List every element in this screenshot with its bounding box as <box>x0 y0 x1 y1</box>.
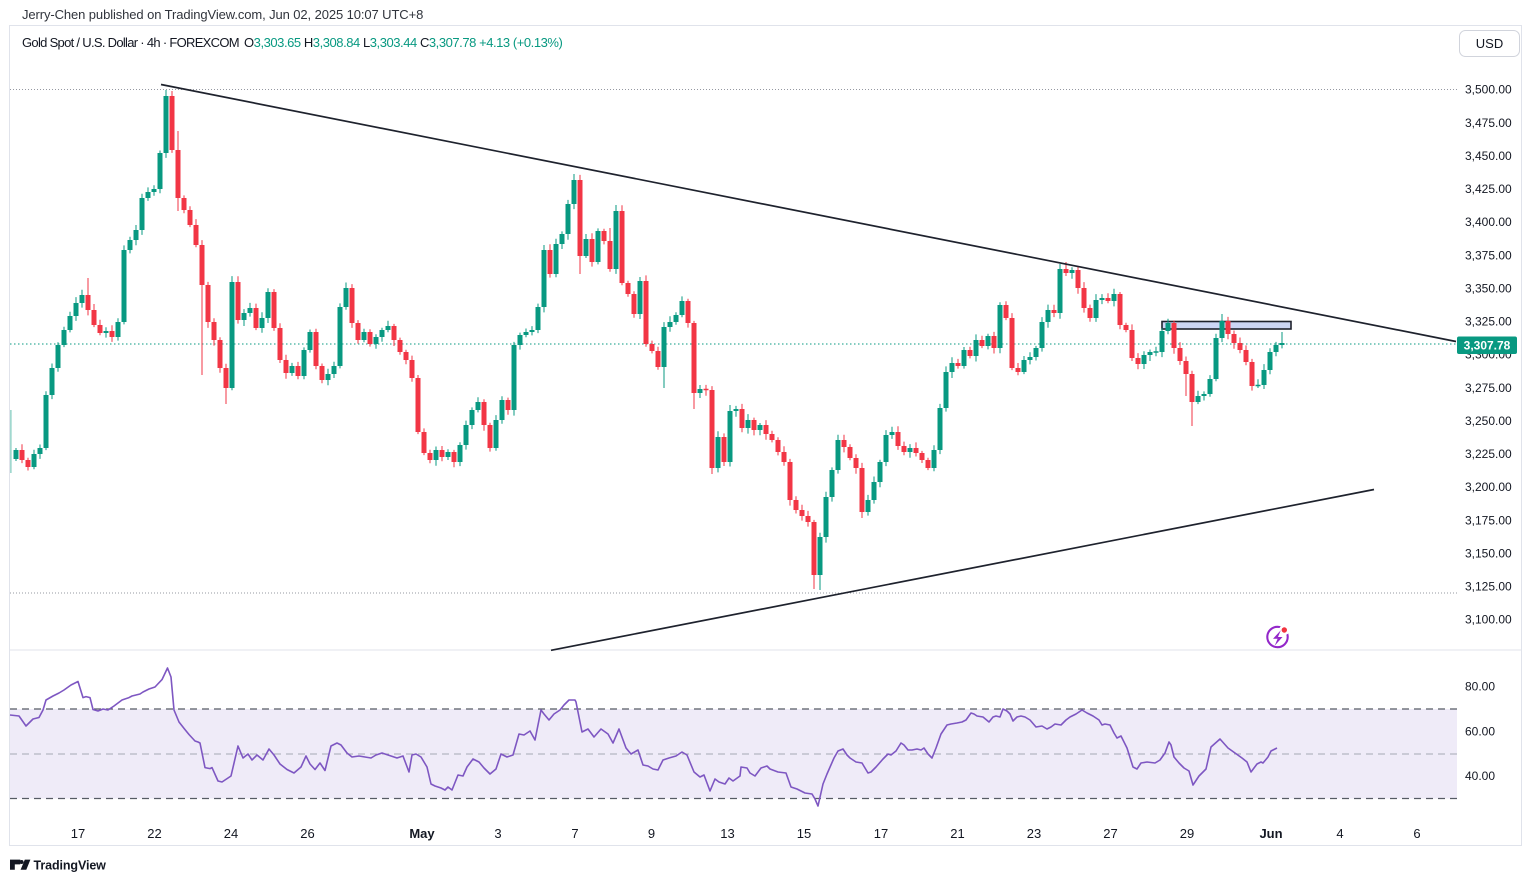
svg-text:3,500.00: 3,500.00 <box>1465 83 1512 97</box>
svg-text:3,400.00: 3,400.00 <box>1465 215 1512 229</box>
svg-text:40.00: 40.00 <box>1465 769 1495 783</box>
svg-text:21: 21 <box>950 826 964 841</box>
svg-text:15: 15 <box>797 826 811 841</box>
svg-text:May: May <box>409 826 435 841</box>
svg-text:3,375.00: 3,375.00 <box>1465 248 1512 262</box>
svg-text:24: 24 <box>224 826 238 841</box>
svg-text:4: 4 <box>1336 826 1343 841</box>
svg-text:6: 6 <box>1413 826 1420 841</box>
svg-text:7: 7 <box>571 826 578 841</box>
svg-text:3,275.00: 3,275.00 <box>1465 381 1512 395</box>
svg-text:3,350.00: 3,350.00 <box>1465 281 1512 295</box>
svg-text:3,100.00: 3,100.00 <box>1465 613 1512 627</box>
svg-text:17: 17 <box>874 826 888 841</box>
svg-text:3,307.78: 3,307.78 <box>1464 339 1511 353</box>
svg-text:Jun: Jun <box>1259 826 1282 841</box>
svg-text:3,225.00: 3,225.00 <box>1465 447 1512 461</box>
svg-text:3,425.00: 3,425.00 <box>1465 182 1512 196</box>
svg-text:22: 22 <box>147 826 161 841</box>
svg-text:USD: USD <box>1476 36 1503 51</box>
svg-text:9: 9 <box>648 826 655 841</box>
svg-text:3,450.00: 3,450.00 <box>1465 149 1512 163</box>
svg-text:60.00: 60.00 <box>1465 725 1495 739</box>
svg-text:80.00: 80.00 <box>1465 680 1495 694</box>
svg-text:TradingView: TradingView <box>34 859 107 873</box>
svg-text:3,200.00: 3,200.00 <box>1465 480 1512 494</box>
svg-text:3,175.00: 3,175.00 <box>1465 513 1512 527</box>
svg-text:3,125.00: 3,125.00 <box>1465 580 1512 594</box>
svg-text:3: 3 <box>494 826 501 841</box>
svg-text:Gold Spot / U.S. Dollar · 4h ·: Gold Spot / U.S. Dollar · 4h · FOREXCOM <box>22 35 239 50</box>
svg-text:Jerry-Chen published on Tradin: Jerry-Chen published on TradingView.com,… <box>22 7 423 22</box>
svg-text:23: 23 <box>1027 826 1041 841</box>
svg-text:O3,303.65 H3,308.84 L3,303.44: O3,303.65 H3,308.84 L3,303.44 C3,307.78 … <box>244 35 563 50</box>
svg-text:3,325.00: 3,325.00 <box>1465 315 1512 329</box>
svg-text:26: 26 <box>300 826 314 841</box>
svg-text:3,475.00: 3,475.00 <box>1465 116 1512 130</box>
svg-text:3,150.00: 3,150.00 <box>1465 547 1512 561</box>
svg-text:17: 17 <box>71 826 85 841</box>
svg-text:3,250.00: 3,250.00 <box>1465 414 1512 428</box>
svg-text:27: 27 <box>1103 826 1117 841</box>
svg-text:13: 13 <box>720 826 734 841</box>
svg-text:29: 29 <box>1180 826 1194 841</box>
